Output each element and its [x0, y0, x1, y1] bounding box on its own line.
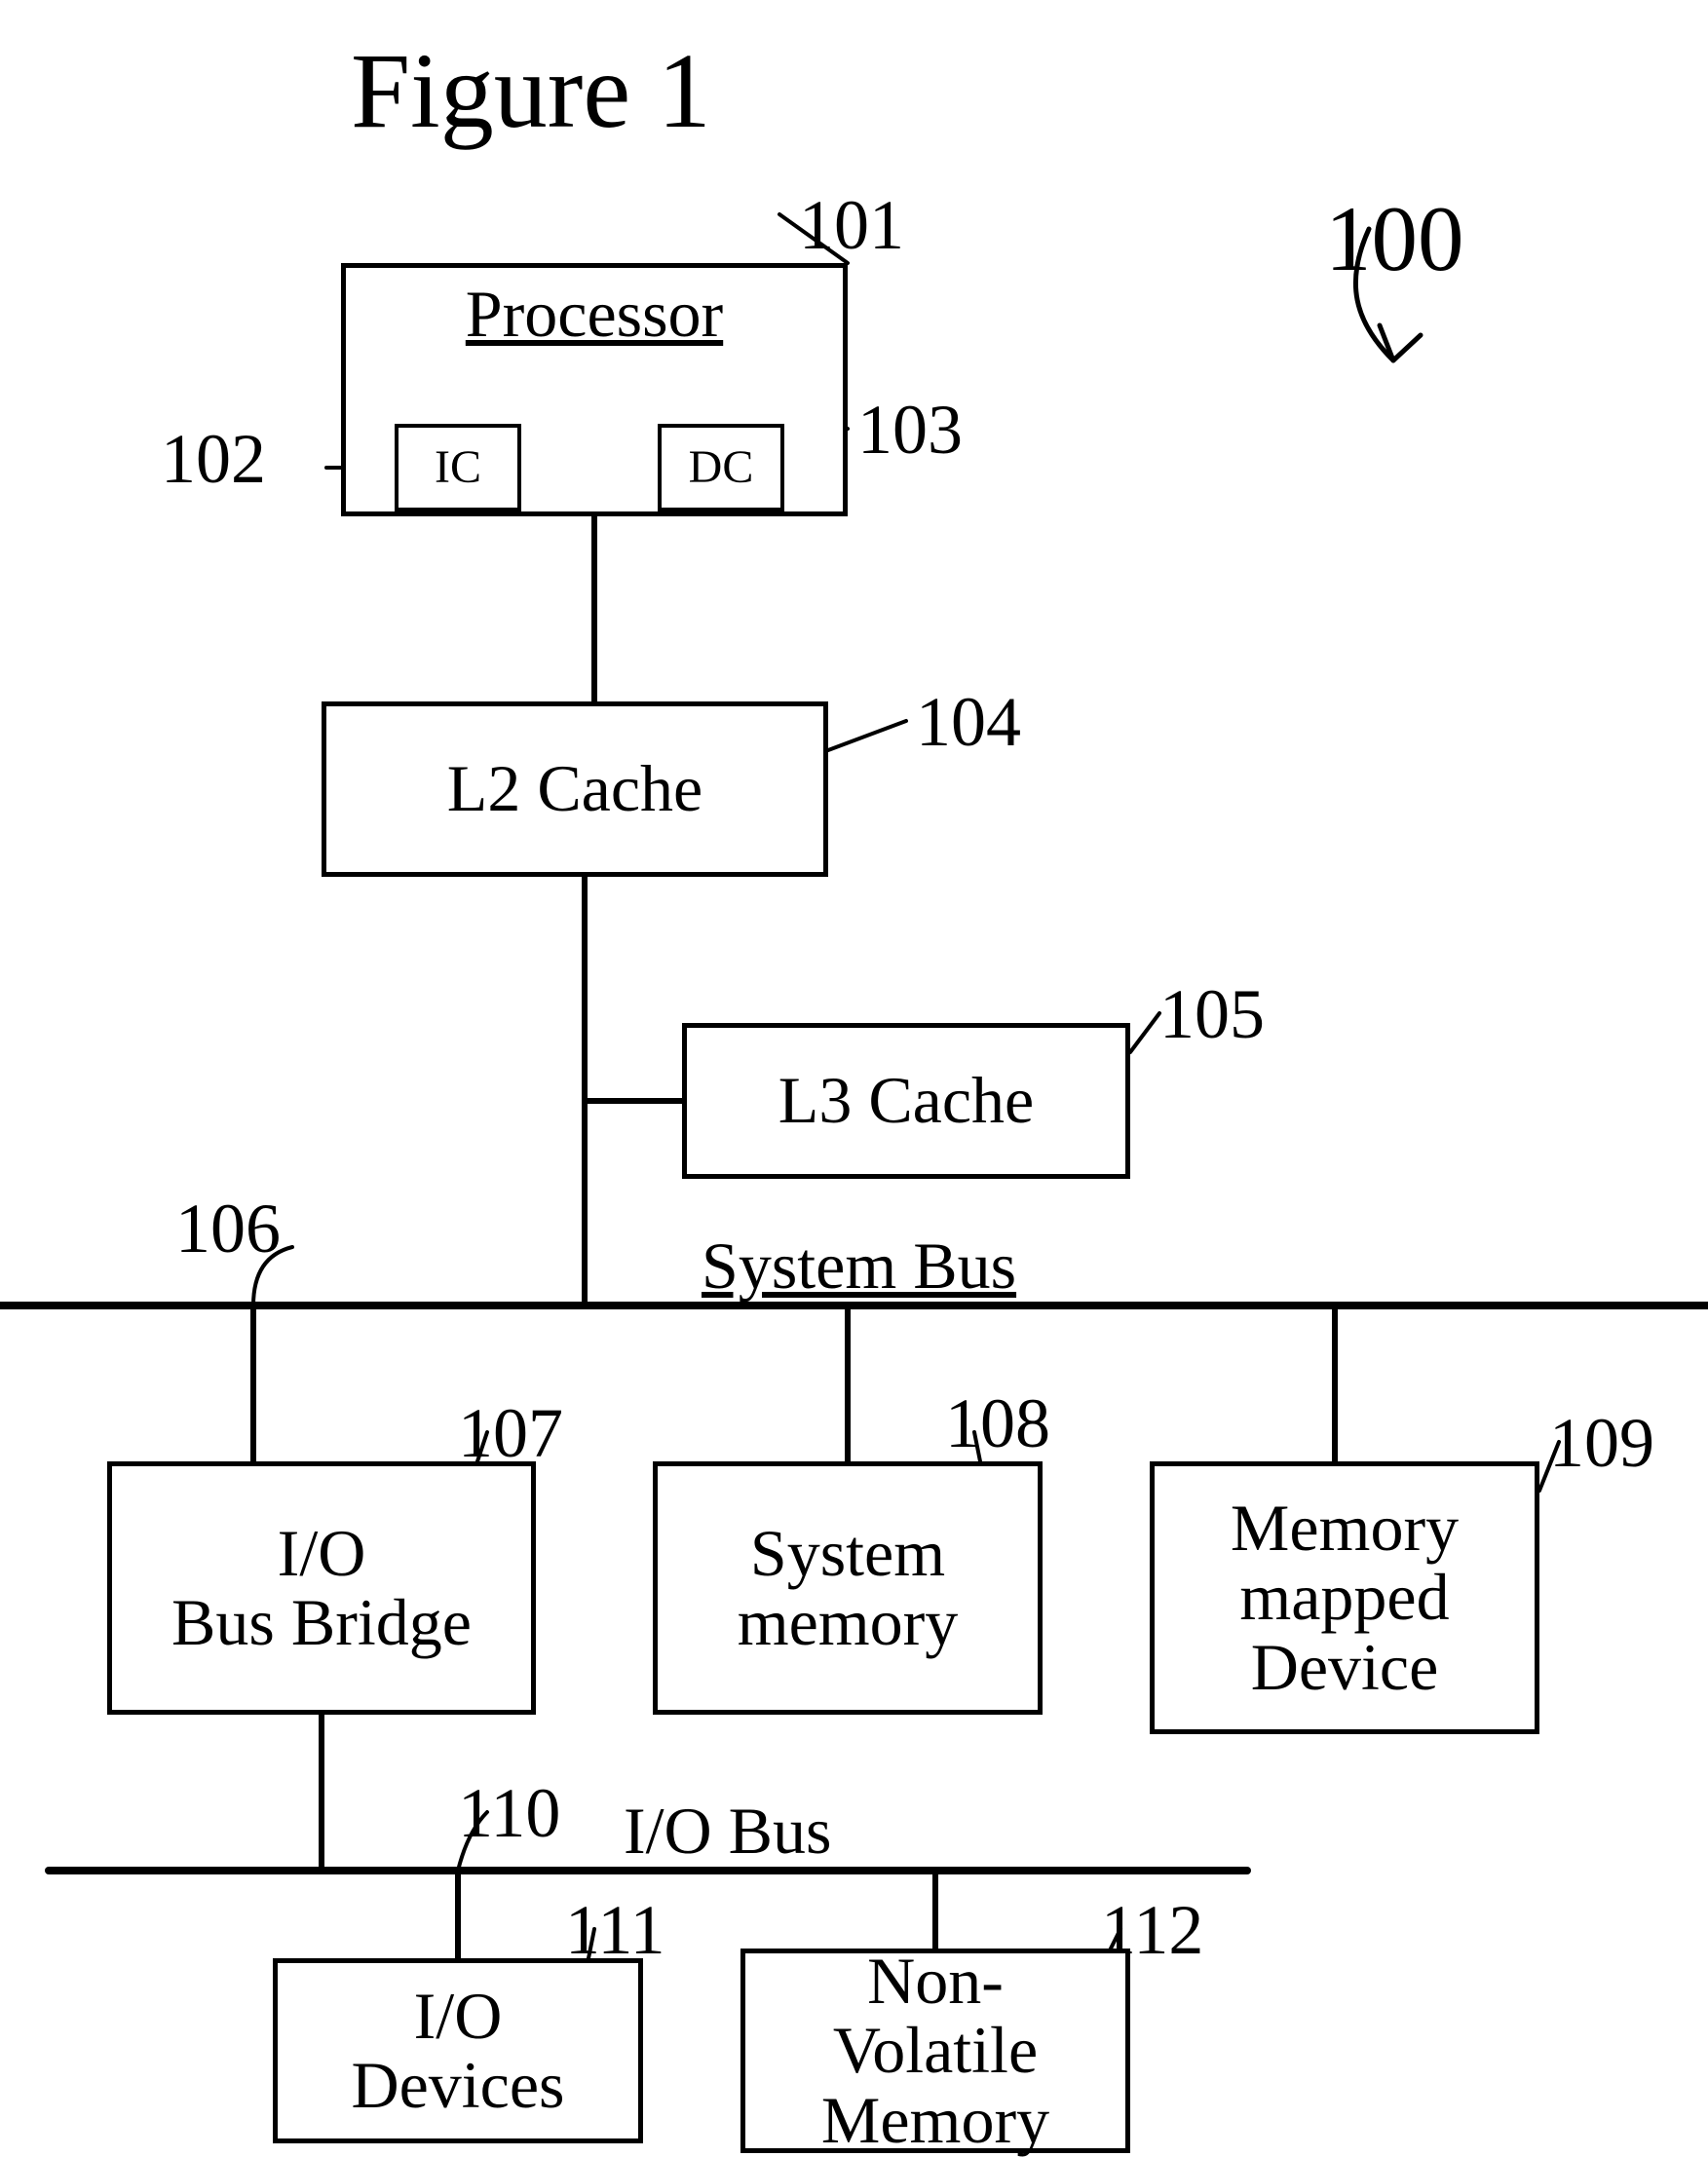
ref-system-bus: 106: [175, 1189, 281, 1269]
ref-mm-dev: 109: [1549, 1403, 1654, 1484]
node-iob-label: I/O Bus Bridge: [171, 1519, 472, 1658]
node-system-memory: System memory: [653, 1461, 1043, 1715]
ref-l3: 105: [1159, 974, 1265, 1055]
ref-nv-mem: 112: [1101, 1890, 1203, 1971]
node-memory-mapped-device: Memory mapped Device: [1150, 1461, 1539, 1734]
ref-io-dev: 111: [565, 1890, 665, 1971]
ref-dc: 103: [857, 390, 963, 471]
ref-l2: 104: [916, 682, 1021, 763]
node-l2-cache: L2 Cache: [322, 701, 828, 877]
ref-ic: 102: [161, 419, 266, 500]
ref-sys-mem: 108: [945, 1383, 1050, 1464]
node-smem-label: System memory: [738, 1519, 959, 1658]
node-instr-cache-label: IC: [435, 443, 481, 492]
diagram-canvas: Figure 1 100 Processor IC DC L2 Cache L3…: [0, 0, 1708, 2144]
node-instr-cache: IC: [395, 424, 521, 511]
node-nonvolatile-memory: Non- Volatile Memory: [740, 1949, 1130, 2153]
node-io-devices: I/O Devices: [273, 1958, 643, 2143]
node-data-cache: DC: [658, 424, 784, 511]
ref-processor: 101: [799, 185, 904, 266]
node-l3-label: L3 Cache: [778, 1066, 1034, 1135]
node-processor-label: Processor: [346, 280, 843, 349]
node-mmdev-label: Memory mapped Device: [1231, 1494, 1459, 1702]
label-io-bus: I/O Bus: [624, 1793, 831, 1870]
node-processor: Processor IC DC: [341, 263, 848, 516]
ref-io-bridge: 107: [458, 1393, 563, 1474]
node-l3-cache: L3 Cache: [682, 1023, 1130, 1179]
label-system-bus: System Bus: [702, 1228, 1016, 1305]
node-l2-label: L2 Cache: [447, 754, 702, 823]
figure-title: Figure 1: [351, 29, 711, 153]
ref-system: 100: [1325, 185, 1464, 292]
ref-io-bus: 110: [458, 1773, 560, 1854]
node-io-bus-bridge: I/O Bus Bridge: [107, 1461, 536, 1715]
node-iodev-label: I/O Devices: [351, 1982, 564, 2121]
node-data-cache-label: DC: [689, 443, 754, 492]
node-nvmem-label: Non- Volatile Memory: [821, 1947, 1049, 2155]
